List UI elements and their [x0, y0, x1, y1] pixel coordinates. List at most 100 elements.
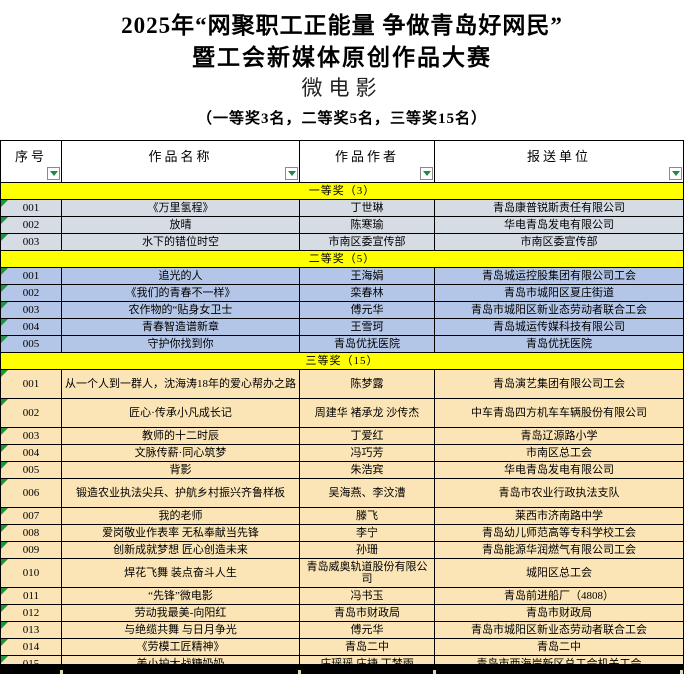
filter-dropdown-button[interactable] — [285, 167, 298, 180]
cell-row-number[interactable]: 012 — [0, 605, 62, 622]
cell-submitting-unit[interactable]: 青岛前进船厂（4808） — [435, 588, 684, 605]
cell-submitting-unit[interactable]: 青岛城运传媒科技有限公司 — [435, 319, 684, 336]
filter-dropdown-button[interactable] — [420, 167, 433, 180]
cell-work-title[interactable]: 水下的错位时空 — [62, 234, 300, 251]
cell-row-number[interactable]: 003 — [0, 234, 62, 251]
cell-work-author[interactable]: 朱浩宾 — [300, 462, 435, 479]
cell-work-title[interactable]: 守护你找到你 — [62, 336, 300, 353]
cell-submitting-unit[interactable]: 青岛幼儿师范高等专科学校工会 — [435, 525, 684, 542]
cell-work-author[interactable]: 李宁 — [300, 525, 435, 542]
cell-work-author[interactable]: 周建华 褚承龙 沙传杰 — [300, 399, 435, 428]
cell-row-number[interactable]: 001 — [0, 200, 62, 217]
cell-work-author[interactable]: 王海娟 — [300, 268, 435, 285]
cell-work-author[interactable]: 陈梦露 — [300, 370, 435, 399]
cell-work-title[interactable]: 焊花飞舞 装点奋斗人生 — [62, 559, 300, 588]
cell-submitting-unit[interactable]: 青岛城运控股集团有限公司工会 — [435, 268, 684, 285]
cell-work-author[interactable]: 青岛二中 — [300, 639, 435, 656]
cell-row-number[interactable]: 003 — [0, 428, 62, 445]
cell-work-title[interactable]: 与绝缆共舞 与日月争光 — [62, 622, 300, 639]
cell-work-author[interactable]: 傅元华 — [300, 622, 435, 639]
cell-submitting-unit[interactable]: 青岛康普锐斯责任有限公司 — [435, 200, 684, 217]
cell-work-author[interactable]: 市南区委宣传部 — [300, 234, 435, 251]
cell-row-number[interactable]: 001 — [0, 370, 62, 399]
cell-row-number[interactable]: 014 — [0, 639, 62, 656]
cell-work-title[interactable]: “先锋”微电影 — [62, 588, 300, 605]
cell-row-number[interactable]: 013 — [0, 622, 62, 639]
cell-work-title[interactable]: 创新成就梦想 匠心创造未来 — [62, 542, 300, 559]
column-header-author[interactable]: 作品作者 — [300, 141, 435, 183]
cell-work-title[interactable]: 教师的十二时辰 — [62, 428, 300, 445]
cell-submitting-unit[interactable]: 青岛二中 — [435, 639, 684, 656]
cell-submitting-unit[interactable]: 城阳区总工会 — [435, 559, 684, 588]
cell-submitting-unit[interactable]: 青岛市财政局 — [435, 605, 684, 622]
cell-row-number[interactable]: 004 — [0, 319, 62, 336]
filter-dropdown-button[interactable] — [47, 167, 60, 180]
cell-work-title[interactable]: 锻造农业执法尖兵、护航乡村振兴齐鲁样板 — [62, 479, 300, 508]
cell-row-number[interactable]: 002 — [0, 399, 62, 428]
cell-submitting-unit[interactable]: 青岛辽源路小学 — [435, 428, 684, 445]
cell-submitting-unit[interactable]: 青岛市城阳区新业态劳动者联合工会 — [435, 622, 684, 639]
cell-work-author[interactable]: 丁世琳 — [300, 200, 435, 217]
cell-row-number[interactable]: 005 — [0, 462, 62, 479]
cell-row-number[interactable]: 002 — [0, 285, 62, 302]
cell-row-number[interactable]: 008 — [0, 525, 62, 542]
cell-submitting-unit[interactable]: 青岛市城阳区新业态劳动者联合工会 — [435, 302, 684, 319]
cell-work-title[interactable]: 《劳模工匠精神》 — [62, 639, 300, 656]
cell-row-number[interactable]: 011 — [0, 588, 62, 605]
cell-work-author[interactable]: 冯书玉 — [300, 588, 435, 605]
cell-work-author[interactable]: 孙珊 — [300, 542, 435, 559]
cell-row-number[interactable]: 004 — [0, 445, 62, 462]
cell-row-number[interactable]: 005 — [0, 336, 62, 353]
cell-row-number[interactable]: 009 — [0, 542, 62, 559]
cell-work-title[interactable]: 农作物的“贴身女卫士 — [62, 302, 300, 319]
cell-row-number[interactable]: 001 — [0, 268, 62, 285]
cell-work-title[interactable]: 匠心·传承小凡成长记 — [62, 399, 300, 428]
cell-work-title[interactable]: 放晴 — [62, 217, 300, 234]
column-header-unit[interactable]: 报送单位 — [435, 141, 684, 183]
cell-work-author[interactable]: 陈寒瑜 — [300, 217, 435, 234]
cell-submitting-unit[interactable]: 华电青岛发电有限公司 — [435, 462, 684, 479]
cell-submitting-unit[interactable]: 青岛优抚医院 — [435, 336, 684, 353]
cell-row-number[interactable]: 006 — [0, 479, 62, 508]
cell-work-author[interactable]: 栾春林 — [300, 285, 435, 302]
cell-work-title[interactable]: 爱岗敬业作表率 无私奉献当先锋 — [62, 525, 300, 542]
cell-work-title[interactable]: 文脉传薪·同心筑梦 — [62, 445, 300, 462]
cell-submitting-unit-text: 华电青岛发电有限公司 — [504, 464, 614, 476]
cell-work-author[interactable]: 丁爱红 — [300, 428, 435, 445]
cell-row-number[interactable]: 002 — [0, 217, 62, 234]
cell-work-title[interactable]: 《我们的青春不一样》 — [62, 285, 300, 302]
cell-row-number[interactable]: 010 — [0, 559, 62, 588]
cell-row-number[interactable]: 007 — [0, 508, 62, 525]
cell-work-author[interactable]: 王雪珂 — [300, 319, 435, 336]
cell-submitting-unit[interactable]: 市南区委宣传部 — [435, 234, 684, 251]
cell-row-number[interactable]: 003 — [0, 302, 62, 319]
cell-work-author[interactable]: 青岛市财政局 — [300, 605, 435, 622]
cell-submitting-unit[interactable]: 中车青岛四方机车车辆股份有限公司 — [435, 399, 684, 428]
cell-submitting-unit[interactable]: 莱西市济南路中学 — [435, 508, 684, 525]
section-header-cell[interactable]: 三等奖（15） — [0, 353, 684, 370]
cell-work-title[interactable]: 追光的人 — [62, 268, 300, 285]
cell-work-author[interactable]: 青岛优抚医院 — [300, 336, 435, 353]
cell-submitting-unit[interactable]: 青岛市农业行政执法支队 — [435, 479, 684, 508]
cell-work-title[interactable]: 我的老师 — [62, 508, 300, 525]
cell-submitting-unit[interactable]: 青岛演艺集团有限公司工会 — [435, 370, 684, 399]
column-header-no[interactable]: 序号 — [0, 141, 62, 183]
cell-submitting-unit[interactable]: 青岛市城阳区夏庄街道 — [435, 285, 684, 302]
filter-dropdown-button[interactable] — [669, 167, 682, 180]
cell-work-title[interactable]: 劳动我最美-向阳红 — [62, 605, 300, 622]
section-header-cell[interactable]: 二等奖（5） — [0, 251, 684, 268]
cell-work-title[interactable]: 《万里氢程》 — [62, 200, 300, 217]
cell-work-title[interactable]: 从一个人到一群人，沈海涛18年的爱心帮办之路 — [62, 370, 300, 399]
cell-work-author[interactable]: 冯巧芳 — [300, 445, 435, 462]
cell-work-title[interactable]: 青春智造谱新章 — [62, 319, 300, 336]
cell-work-title[interactable]: 背影 — [62, 462, 300, 479]
cell-work-author[interactable]: 傅元华 — [300, 302, 435, 319]
section-header-cell[interactable]: 一等奖（3） — [0, 183, 684, 200]
cell-work-author[interactable]: 吴海燕、李汶漕 — [300, 479, 435, 508]
cell-submitting-unit[interactable]: 市南区总工会 — [435, 445, 684, 462]
column-header-title[interactable]: 作品名称 — [62, 141, 300, 183]
cell-submitting-unit[interactable]: 华电青岛发电有限公司 — [435, 217, 684, 234]
cell-work-author[interactable]: 青岛威奥轨道股份有限公司 — [300, 559, 435, 588]
cell-work-author[interactable]: 滕飞 — [300, 508, 435, 525]
cell-submitting-unit[interactable]: 青岛能源华润燃气有限公司工会 — [435, 542, 684, 559]
